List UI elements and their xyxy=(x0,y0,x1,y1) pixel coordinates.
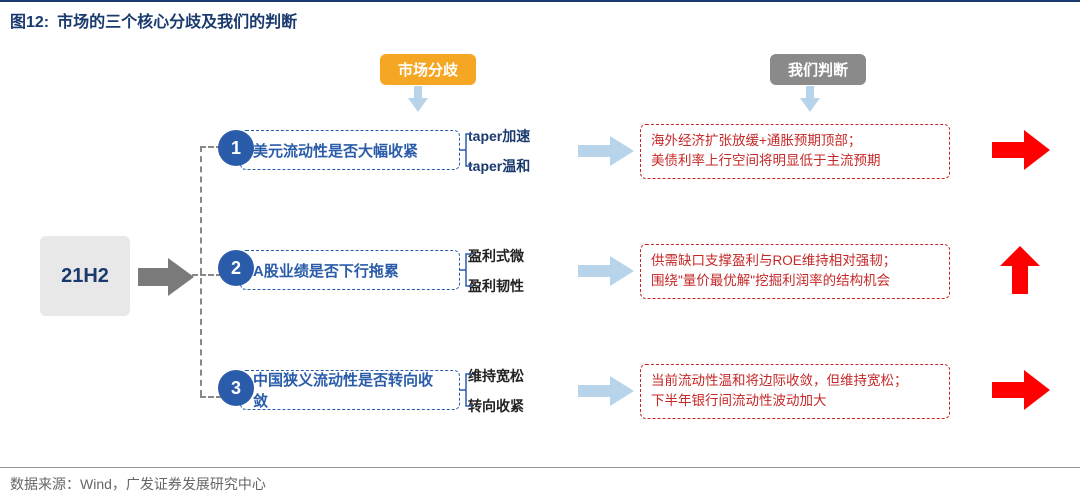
options-group: 盈利式微盈利韧性 xyxy=(468,246,524,296)
topic-box: 美元流动性是否大幅收紧 xyxy=(240,130,460,170)
source-text: 数据来源：Wind，广发证券发展研究中心 xyxy=(10,476,266,492)
header-badge-left: 市场分歧 xyxy=(380,54,476,85)
judgment-box: 海外经济扩张放缓+通胀预期顶部；美债利率上行空间将明显低于主流预期 xyxy=(640,124,950,179)
start-label: 21H2 xyxy=(61,265,109,288)
option-label: 盈利韧性 xyxy=(468,276,524,296)
bracket-lines xyxy=(460,244,472,296)
source-bar: 数据来源：Wind，广发证券发展研究中心 xyxy=(0,467,1080,500)
judgment-line: 当前流动性温和将边际收敛，但维持宽松； xyxy=(651,371,939,391)
options-group: taper加速 taper温和 xyxy=(468,126,530,176)
light-arrow-icon xyxy=(578,376,634,406)
light-arrow-icon xyxy=(578,136,634,166)
option-label: taper温和 xyxy=(468,156,530,176)
bracket-lines xyxy=(460,124,472,176)
red-arrow-right-icon xyxy=(990,364,1050,416)
title-text: 市场的三个核心分歧及我们的判断 xyxy=(57,8,297,32)
topic-box: 中国狭义流动性是否转向收敛 xyxy=(240,370,460,410)
option-label: 盈利式微 xyxy=(468,246,524,266)
bracket-lines xyxy=(460,364,472,416)
header-badge-right: 我们判断 xyxy=(770,54,866,85)
big-arrow-icon xyxy=(138,258,194,296)
red-arrow-up-icon xyxy=(990,244,1050,296)
title-prefix: 图12: xyxy=(10,8,49,32)
connector-h3 xyxy=(200,396,222,398)
option-label: 转向收紧 xyxy=(468,396,524,416)
row-number-circle: 3 xyxy=(218,370,254,406)
option-label: taper加速 xyxy=(468,126,530,146)
row-number-circle: 2 xyxy=(218,250,254,286)
connector-h2 xyxy=(192,274,222,276)
light-arrow-icon xyxy=(578,256,634,286)
judgment-line: 下半年银行间流动性波动加大 xyxy=(651,391,939,411)
row-number-circle: 1 xyxy=(218,130,254,166)
red-arrow-right-icon xyxy=(990,124,1050,176)
down-arrow-icon xyxy=(796,86,824,114)
title-bar: 图12: 市场的三个核心分歧及我们的判断 xyxy=(0,0,1080,38)
judgment-line: 围绕"量价最优解"挖掘利润率的结构机会 xyxy=(651,271,939,291)
judgment-line: 海外经济扩张放缓+通胀预期顶部； xyxy=(651,131,939,151)
options-group: 维持宽松转向收紧 xyxy=(468,366,524,416)
connector-spine xyxy=(200,146,202,396)
topic-box: A股业绩是否下行拖累 xyxy=(240,250,460,290)
judgment-line: 美债利率上行空间将明显低于主流预期 xyxy=(651,151,939,171)
start-node: 21H2 xyxy=(40,236,130,316)
flowchart-diagram: 市场分歧 我们判断 21H2 1美元流动性是否大幅收紧 taper加速 taper温… xyxy=(0,46,1080,466)
option-label: 维持宽松 xyxy=(468,366,524,386)
judgment-line: 供需缺口支撑盈利与ROE维持相对强韧； xyxy=(651,251,939,271)
judgment-box: 供需缺口支撑盈利与ROE维持相对强韧；围绕"量价最优解"挖掘利润率的结构机会 xyxy=(640,244,950,299)
judgment-box: 当前流动性温和将边际收敛，但维持宽松；下半年银行间流动性波动加大 xyxy=(640,364,950,419)
down-arrow-icon xyxy=(404,86,432,114)
